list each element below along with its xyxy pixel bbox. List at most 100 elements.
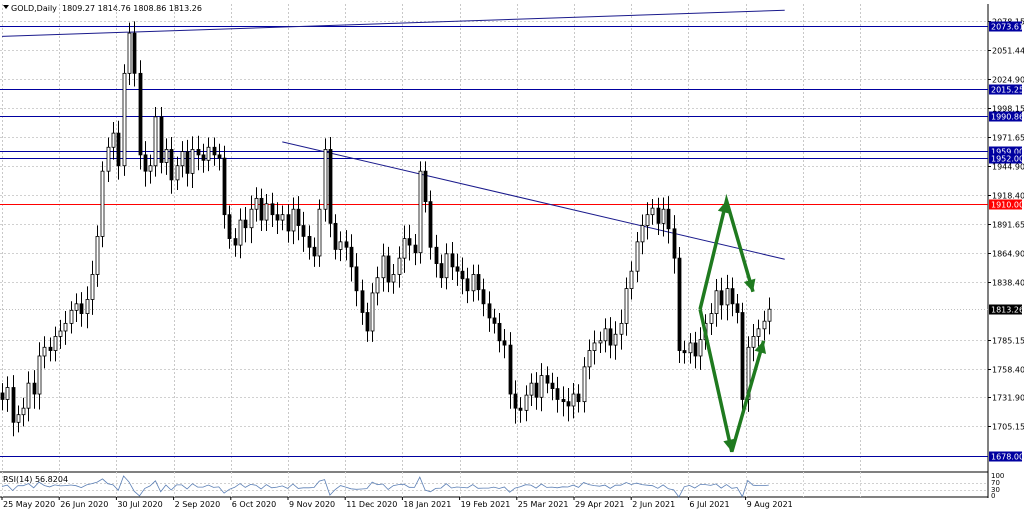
candle-body xyxy=(301,225,306,237)
price-tick-label: 1998.15 xyxy=(992,105,1024,114)
level-label-box xyxy=(989,451,1022,462)
candle-body xyxy=(582,366,587,403)
candle-body xyxy=(169,149,174,181)
candle-body xyxy=(561,399,566,403)
candle-body xyxy=(502,340,507,346)
candle-body xyxy=(254,197,259,210)
candle-body xyxy=(164,149,169,163)
candle-body xyxy=(90,274,95,300)
candle-body xyxy=(217,154,222,159)
price-tick-label: 1891.65 xyxy=(992,221,1024,230)
candle-body xyxy=(375,277,380,294)
candle-body xyxy=(32,382,37,395)
candle-body xyxy=(58,330,63,337)
candle-body xyxy=(42,346,47,357)
candle-body xyxy=(476,274,481,291)
candle-body xyxy=(212,146,217,156)
rsi-label: RSI(14) 56.8204 xyxy=(3,475,68,484)
candle-body xyxy=(413,244,418,254)
candle-body xyxy=(26,382,31,409)
candle-body xyxy=(360,290,365,313)
candles-layer xyxy=(0,21,772,437)
time-tick-label: 30 Jul 2020 xyxy=(117,500,162,509)
level-label-text: 1910.00 xyxy=(991,201,1024,210)
ohlc-readout: 1809.27 1814.76 1808.86 1813.26 xyxy=(62,4,202,13)
level-label-box xyxy=(989,153,1022,164)
candle-body xyxy=(143,154,148,172)
candle-body xyxy=(264,203,269,221)
candle-body xyxy=(524,394,529,411)
candle-body xyxy=(175,165,180,181)
candle-body xyxy=(227,214,232,239)
candle-body xyxy=(111,132,116,148)
candle-body xyxy=(661,208,666,224)
candle-body xyxy=(74,303,79,311)
current-price-box xyxy=(989,304,1022,315)
level-label-box xyxy=(989,111,1022,122)
level-label-text: 2073.61 xyxy=(991,23,1024,32)
candle-body xyxy=(317,208,322,257)
level-label-box xyxy=(989,199,1022,210)
rsi-tick-label: 70 xyxy=(991,479,1000,487)
candle-body xyxy=(280,214,285,221)
candle-body xyxy=(259,197,264,221)
candle-body xyxy=(270,203,275,216)
price-tick-label: 1918.40 xyxy=(992,192,1024,201)
time-tick-label: 9 Aug 2021 xyxy=(747,500,793,509)
candle-body xyxy=(391,274,396,283)
time-tick-label: 11 Dec 2020 xyxy=(346,500,397,509)
candle-body xyxy=(338,241,343,250)
candle-body xyxy=(608,328,613,346)
candle-body xyxy=(455,266,460,272)
candle-body xyxy=(37,355,42,395)
candle-body xyxy=(666,208,671,230)
candle-body xyxy=(444,253,449,279)
candle-body xyxy=(365,312,370,332)
candle-body xyxy=(465,278,470,292)
candle-body xyxy=(487,303,492,319)
candle-body xyxy=(243,219,248,229)
candle-body xyxy=(688,342,693,354)
candle-body xyxy=(587,350,592,368)
candle-body xyxy=(672,228,677,259)
bearish-scenario-path xyxy=(698,308,766,453)
candle-body xyxy=(323,149,328,210)
upper-trendline xyxy=(1,9,785,37)
candle-body xyxy=(233,238,238,246)
candle-body xyxy=(566,401,571,407)
time-axis[interactable]: 25 May 2020 26 Jun 2020 30 Jul 2020 2 Sep 2… xyxy=(1,497,793,509)
candle-body xyxy=(629,270,634,289)
chart-menu-triangle-icon[interactable] xyxy=(3,5,9,9)
bearish-trough-arrowhead xyxy=(723,438,736,452)
time-tick-label: 6 Oct 2020 xyxy=(232,500,276,509)
candle-body xyxy=(428,201,433,248)
candle-body xyxy=(381,255,386,279)
candle-body xyxy=(159,116,164,163)
candle-body xyxy=(238,219,243,246)
candle-body xyxy=(434,246,439,264)
grid-layer xyxy=(0,4,989,498)
candle-body xyxy=(222,157,227,216)
price-axis[interactable]: 2078.152051.442024.901998.151971.651944.… xyxy=(988,18,1024,432)
candle-body xyxy=(598,340,603,344)
level-label-text: 2015.25 xyxy=(991,86,1024,95)
candle-body xyxy=(550,382,555,390)
candle-body xyxy=(762,320,767,330)
scenario-arrows xyxy=(698,193,767,453)
level-label-text: 1990.86 xyxy=(991,113,1024,122)
chart-header: GOLD,Daily 1809.27 1814.76 1808.86 1813.… xyxy=(3,4,202,13)
candle-body xyxy=(291,208,296,232)
candle-body xyxy=(286,214,291,232)
rsi-tick-label: 0 xyxy=(991,492,995,500)
candle-body xyxy=(69,309,74,324)
candle-body xyxy=(328,149,333,224)
price-tick-label: 2051.44 xyxy=(992,47,1024,56)
candle-body xyxy=(513,393,518,409)
time-tick-label: 18 Jan 2021 xyxy=(403,500,451,509)
level-label-text: 1952.00 xyxy=(991,155,1024,164)
candle-body xyxy=(397,257,402,275)
level-label-box xyxy=(989,84,1022,95)
